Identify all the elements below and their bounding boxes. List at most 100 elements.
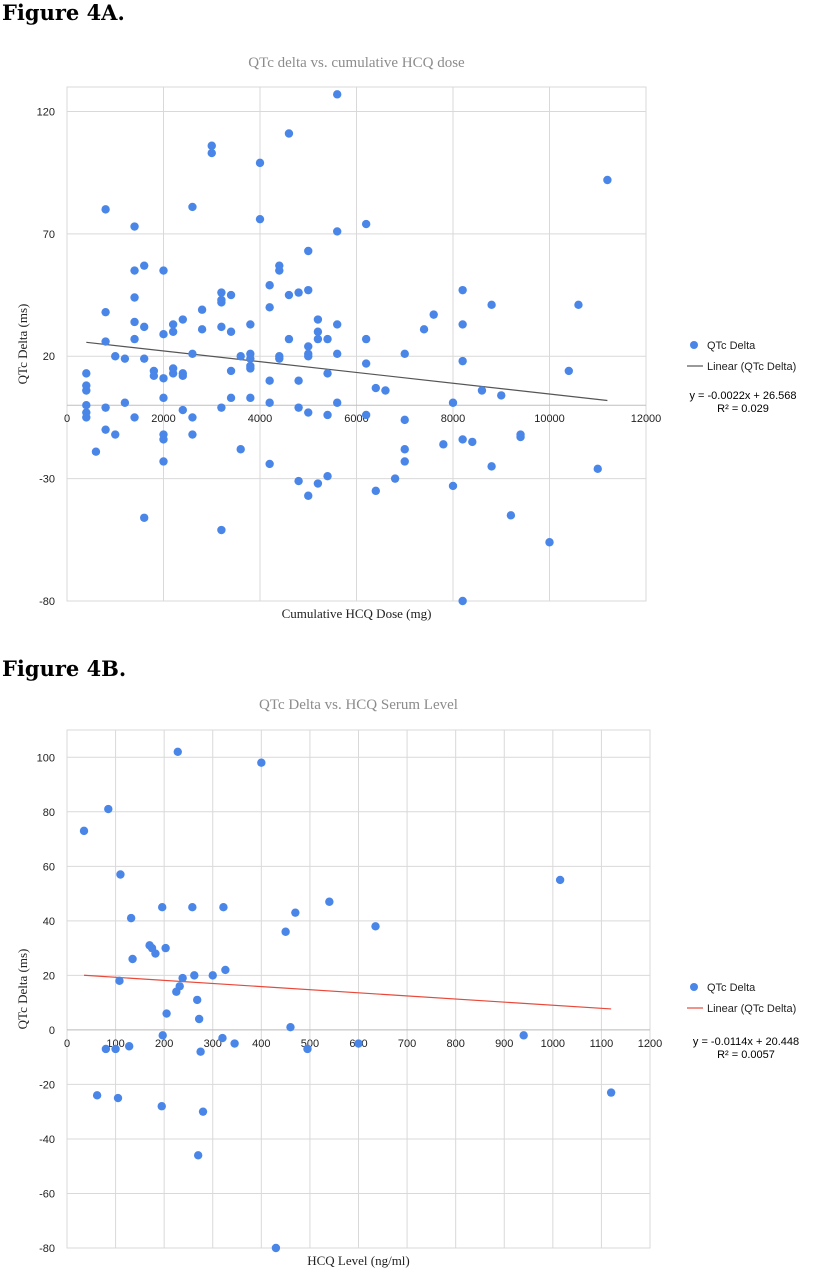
x-tick-label: 0 bbox=[64, 1038, 70, 1050]
data-point bbox=[158, 903, 167, 912]
data-point bbox=[390, 474, 400, 483]
data-point bbox=[101, 337, 110, 346]
data-point bbox=[226, 366, 236, 376]
x-tick-label: 8000 bbox=[441, 413, 465, 425]
data-point bbox=[323, 334, 332, 344]
x-tick-label: 1100 bbox=[590, 1038, 614, 1050]
data-point bbox=[304, 408, 313, 417]
data-point bbox=[188, 349, 197, 358]
x-tick-label: 0 bbox=[64, 413, 70, 425]
data-point bbox=[448, 398, 458, 407]
data-point bbox=[603, 175, 612, 185]
data-point bbox=[159, 457, 168, 466]
data-point bbox=[159, 435, 168, 444]
data-point bbox=[140, 513, 149, 522]
data-point bbox=[255, 214, 265, 224]
data-point bbox=[294, 476, 303, 486]
data-point bbox=[124, 1042, 134, 1051]
data-point bbox=[400, 415, 409, 425]
data-point bbox=[313, 334, 323, 344]
data-point bbox=[304, 246, 313, 256]
data-point bbox=[159, 330, 168, 339]
data-point bbox=[304, 285, 313, 295]
data-point bbox=[313, 327, 323, 336]
data-point bbox=[361, 334, 371, 344]
data-point bbox=[303, 1044, 312, 1054]
data-point bbox=[126, 913, 136, 923]
data-point bbox=[130, 317, 139, 327]
y-tick-label: 80 bbox=[43, 807, 55, 819]
x-axis-label: Cumulative HCQ Dose (mg) bbox=[282, 606, 432, 621]
data-point bbox=[545, 538, 554, 547]
data-point bbox=[158, 1031, 167, 1040]
data-point bbox=[458, 320, 467, 329]
data-point bbox=[497, 391, 506, 400]
y-tick-label: -80 bbox=[39, 1243, 55, 1255]
data-point bbox=[207, 141, 216, 150]
data-point bbox=[198, 1107, 208, 1116]
data-point bbox=[246, 320, 255, 329]
data-point bbox=[175, 982, 184, 991]
data-point bbox=[381, 386, 390, 395]
data-point bbox=[333, 398, 342, 407]
x-tick-label: 400 bbox=[252, 1038, 270, 1050]
data-point bbox=[333, 227, 342, 236]
data-point bbox=[519, 1031, 528, 1040]
x-tick-label: 700 bbox=[398, 1038, 416, 1050]
data-point bbox=[91, 447, 101, 456]
data-point bbox=[361, 359, 371, 368]
y-tick-label: 20 bbox=[43, 351, 55, 363]
data-point bbox=[92, 1091, 102, 1100]
data-point bbox=[419, 325, 429, 334]
legend-marker-qtc-delta bbox=[690, 341, 698, 349]
data-point bbox=[323, 369, 332, 378]
data-point bbox=[275, 354, 284, 363]
legend-label-qtc-delta: QTc Delta bbox=[707, 982, 756, 994]
data-point bbox=[101, 205, 110, 214]
data-point bbox=[188, 430, 197, 439]
data-point bbox=[506, 511, 516, 520]
data-point bbox=[113, 1093, 123, 1103]
y-tick-label: -40 bbox=[39, 1134, 55, 1146]
data-point bbox=[178, 315, 187, 324]
data-point bbox=[574, 300, 583, 310]
data-point bbox=[361, 219, 371, 229]
data-point bbox=[130, 334, 139, 344]
data-point bbox=[130, 413, 139, 422]
y-tick-label: 100 bbox=[37, 752, 55, 764]
data-point bbox=[400, 445, 409, 454]
y-tick-label: -20 bbox=[39, 1079, 55, 1091]
x-axis-label: HCQ Level (ng/ml) bbox=[307, 1253, 410, 1268]
data-point bbox=[354, 1039, 363, 1048]
data-point bbox=[371, 383, 380, 393]
x-tick-label: 1200 bbox=[638, 1038, 662, 1050]
y-axis-label: QTc Delta (ms) bbox=[15, 304, 30, 385]
data-point bbox=[265, 303, 274, 312]
data-point bbox=[157, 1102, 166, 1111]
data-point bbox=[458, 596, 467, 606]
data-point bbox=[217, 322, 226, 332]
data-point bbox=[236, 445, 245, 454]
data-point bbox=[265, 281, 274, 290]
data-point bbox=[219, 903, 228, 912]
x-tick-label: 4000 bbox=[248, 413, 272, 425]
data-point bbox=[333, 90, 342, 99]
y-tick-label: 0 bbox=[49, 1025, 55, 1037]
data-point bbox=[217, 525, 226, 535]
data-point bbox=[304, 352, 313, 361]
data-point bbox=[217, 298, 226, 307]
data-point bbox=[111, 1044, 120, 1054]
data-point bbox=[226, 290, 236, 300]
y-tick-label: 70 bbox=[43, 229, 55, 241]
data-point bbox=[208, 971, 217, 980]
y-tick-label: -60 bbox=[39, 1188, 55, 1200]
data-point bbox=[168, 320, 178, 329]
data-point bbox=[193, 1151, 203, 1160]
data-point bbox=[116, 870, 125, 879]
data-point bbox=[448, 481, 458, 491]
data-point bbox=[159, 266, 168, 275]
y-tick-label: 20 bbox=[43, 970, 55, 982]
data-point bbox=[120, 354, 130, 363]
data-point bbox=[323, 410, 332, 420]
data-point bbox=[477, 386, 487, 395]
